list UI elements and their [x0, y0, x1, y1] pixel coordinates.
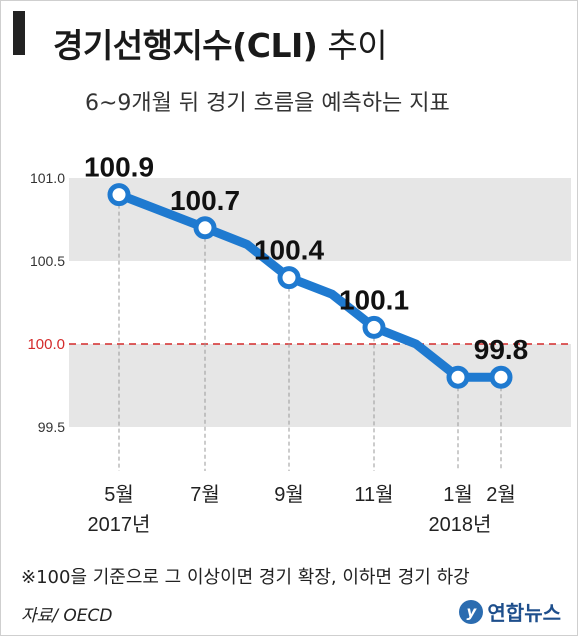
x-tick-label: 5월 [104, 483, 134, 506]
data-point-marker [489, 365, 513, 389]
x-tick-label: 7월 [190, 483, 220, 506]
data-point-marker [193, 216, 217, 240]
data-label: 100.1 [339, 284, 409, 315]
page-subtitle: 6~9개월 뒤 경기 흐름을 예측하는 지표 [85, 91, 450, 116]
data-label: 100.9 [84, 152, 154, 183]
data-label: 100.4 [254, 235, 324, 266]
data-point-marker [107, 183, 131, 207]
title-accent-bar [13, 11, 25, 55]
data-point-marker [277, 266, 301, 290]
title-bold: 경기선행지수(CLI) [53, 26, 318, 65]
brand-name: 연합뉴스 [487, 601, 561, 625]
data-label: 100.7 [170, 185, 240, 216]
y-tick-label: 100.0 [27, 336, 65, 353]
y-tick-label: 99.5 [38, 419, 65, 435]
title-rest: 추이 [317, 26, 388, 65]
x-tick-label: 1월 [443, 483, 473, 506]
yonhap-logo-icon: y [459, 599, 484, 624]
source-text: 자료/ OECD [21, 606, 113, 626]
x-tick-label: 11월 [354, 483, 393, 506]
data-label: 99.8 [474, 334, 529, 365]
cli-line-chart: 99.5 100.0 100.5 101.0 100.9 100.7 100.4 100.1 9… [27, 152, 571, 536]
y-tick-label: 100.5 [30, 253, 65, 269]
year-label: 2017년 [88, 513, 151, 536]
band-lower [69, 344, 571, 427]
data-line [114, 190, 506, 382]
x-tick-label: 2월 [486, 483, 516, 506]
page-title: 경기선행지수(CLI) 추이 [53, 19, 388, 67]
x-tick-label: 9월 [274, 483, 304, 506]
year-label: 2018년 [429, 513, 492, 536]
y-tick-label: 101.0 [30, 170, 65, 186]
brand-logo: y 연합뉴스 [459, 597, 561, 626]
footnote: ※100을 기준으로 그 이상이면 경기 확장, 이하면 경기 하강 [21, 567, 470, 588]
data-point-marker [446, 365, 470, 389]
band-upper [69, 178, 571, 261]
data-point-marker [362, 315, 386, 339]
